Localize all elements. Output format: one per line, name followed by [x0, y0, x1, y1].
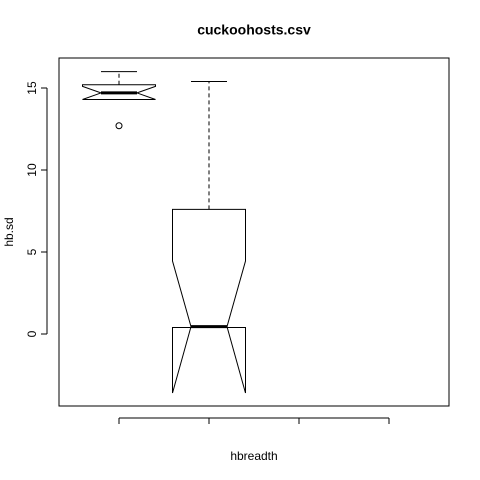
- outlier: [115, 122, 123, 130]
- chart-title: cuckoohosts.csv: [197, 22, 311, 38]
- y-tick-label: 10: [25, 163, 39, 177]
- y-tick-label: 5: [25, 248, 39, 255]
- box: [82, 84, 156, 100]
- y-tick-label: 0: [25, 330, 39, 337]
- y-axis-label: hb.sd: [2, 217, 16, 246]
- x-axis-label: hbreadth: [230, 449, 277, 463]
- plot-frame: [58, 57, 450, 407]
- box: [172, 208, 246, 394]
- y-tick-label: 15: [25, 81, 39, 95]
